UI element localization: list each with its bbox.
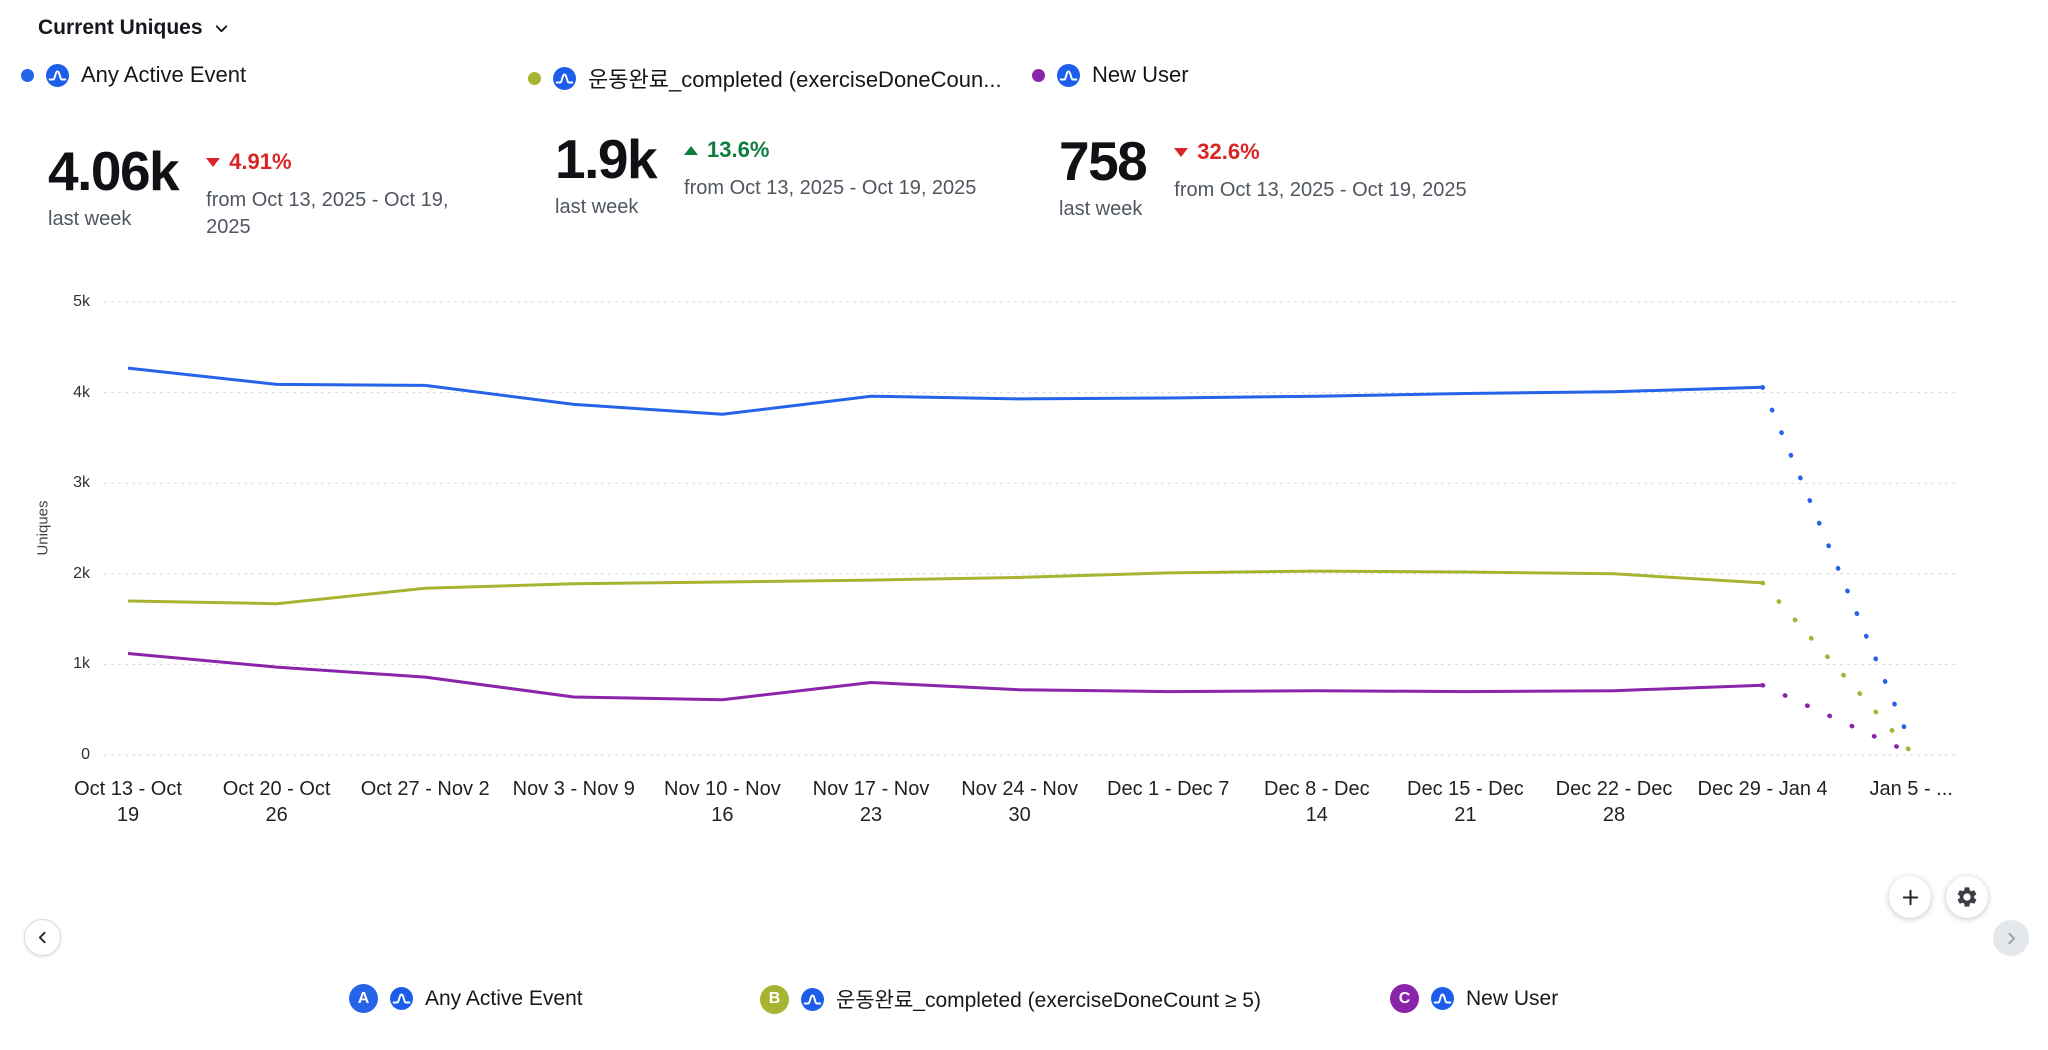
change-percent: 13.6% xyxy=(707,137,770,162)
x-axis-label: Dec 8 - Dec 14 xyxy=(1264,778,1370,827)
series-summary-a: Any Active Event 4.06k last week 4.91% f… xyxy=(21,62,521,241)
series-projection xyxy=(1760,384,1914,747)
legend-label: Any Active Event xyxy=(425,986,583,1010)
metric-caption: last week xyxy=(48,208,132,230)
change-percent: 32.6% xyxy=(1197,139,1260,164)
x-axis-label: Oct 20 - Oct 26 xyxy=(222,778,331,827)
series-line xyxy=(127,569,1763,606)
summary-metrics: 4.06k last week 4.91% from Oct 13, 2025 … xyxy=(21,144,521,241)
chevron-down-icon xyxy=(213,20,230,37)
series-color-dot xyxy=(1032,68,1045,82)
event-icon xyxy=(1431,987,1454,1010)
settings-button[interactable] xyxy=(1946,876,1988,918)
x-axis-labels: Oct 13 - Oct 19 Oct 20 - Oct 26 Oct 27 - N… xyxy=(0,776,2048,846)
change-percent: 4.91% xyxy=(229,149,292,174)
line-chart[interactable] xyxy=(104,301,1959,756)
x-axis-label: Jan 5 - ... xyxy=(1869,778,1953,800)
series-color-dot xyxy=(528,71,541,85)
series-color-dot xyxy=(21,68,34,82)
change-indicator: 13.6% xyxy=(684,137,976,163)
legend-item-a[interactable]: A Any Active Event xyxy=(349,984,583,1013)
change-indicator: 32.6% xyxy=(1174,139,1466,165)
event-icon xyxy=(46,63,69,87)
y-axis-title: Uniques xyxy=(34,500,52,556)
series-projection xyxy=(1760,682,1914,756)
x-axis-label: Nov 24 - Nov 30 xyxy=(961,778,1078,827)
series-label: New User xyxy=(1092,62,1189,87)
triangle-down-icon xyxy=(1174,147,1189,157)
y-axis-tick: 0 xyxy=(81,746,90,763)
comparison-range: from Oct 13, 2025 - Oct 19, 2025 xyxy=(206,189,449,238)
chart-legend: A Any Active Event B 운동완료_completed (exe… xyxy=(0,984,2048,1024)
metric-selector-dropdown[interactable]: Current Uniques xyxy=(38,16,230,40)
event-icon xyxy=(390,987,413,1010)
x-axis-label: Dec 29 - Jan 4 xyxy=(1697,778,1828,800)
x-axis-label: Nov 10 - Nov 16 xyxy=(664,778,781,827)
metric-caption: last week xyxy=(1059,198,1143,220)
series-label: Any Active Event xyxy=(81,62,247,87)
y-axis-tick: 2k xyxy=(73,564,90,582)
x-axis-label: Oct 27 - Nov 2 xyxy=(360,778,490,800)
change-block: 13.6% from Oct 13, 2025 - Oct 19, 2025 xyxy=(684,132,976,202)
legend-letter-badge: A xyxy=(349,984,378,1013)
metric-value: 4.06k xyxy=(48,140,180,202)
chevron-left-icon xyxy=(38,931,46,944)
series-summary-b: 운동완료_completed (exerciseDoneCoun... 1.9k… xyxy=(528,62,1028,219)
y-axis-tick: 4k xyxy=(73,383,90,401)
series-line xyxy=(127,652,1763,702)
summary-metrics: 758 last week 32.6% from Oct 13, 2025 - … xyxy=(1032,134,1652,221)
triangle-down-icon xyxy=(206,157,221,167)
legend-item-c[interactable]: C New User xyxy=(1390,984,1558,1013)
series-header-b[interactable]: 운동완료_completed (exerciseDoneCoun... xyxy=(528,62,1028,94)
comparison-range: from Oct 13, 2025 - Oct 19, 2025 xyxy=(1174,179,1467,201)
y-axis-tick: 5k xyxy=(73,293,90,310)
change-block: 32.6% from Oct 13, 2025 - Oct 19, 2025 xyxy=(1174,134,1467,204)
metric-value: 1.9k xyxy=(555,128,658,190)
series-header-c[interactable]: New User xyxy=(1032,62,1652,88)
x-axis-label: Dec 1 - Dec 7 xyxy=(1107,778,1230,800)
series-header-a[interactable]: Any Active Event xyxy=(21,62,521,88)
series-summary-c: New User 758 last week 32.6% from Oct 13… xyxy=(1032,62,1652,221)
series-label: 운동완료_completed (exerciseDoneCoun... xyxy=(588,67,1002,92)
y-axis-tick: 3k xyxy=(73,474,90,492)
value-block: 758 last week xyxy=(1059,130,1148,221)
comparison-range: from Oct 13, 2025 - Oct 19, 2025 xyxy=(684,177,977,199)
summary-metrics: 1.9k last week 13.6% from Oct 13, 2025 -… xyxy=(528,132,1028,219)
legend-label: 운동완료_completed (exerciseDoneCount ≥ 5) xyxy=(836,989,1261,1012)
next-page-button[interactable] xyxy=(1993,920,2029,956)
value-block: 1.9k last week xyxy=(555,128,658,219)
triangle-up-icon xyxy=(684,145,699,155)
event-icon xyxy=(1057,63,1080,87)
event-icon xyxy=(553,66,576,90)
legend-letter-badge: C xyxy=(1390,984,1419,1013)
series-line xyxy=(127,366,1763,416)
y-axis-tick: 1k xyxy=(73,655,90,673)
legend-label: New User xyxy=(1466,986,1559,1010)
value-block: 4.06k last week xyxy=(48,140,180,231)
metric-value: 758 xyxy=(1059,130,1148,192)
gear-icon xyxy=(1957,887,1977,907)
metric-selector-label: Current Uniques xyxy=(38,16,203,39)
plus-icon xyxy=(1902,889,1918,905)
x-axis-label: Dec 15 - Dec 21 xyxy=(1407,778,1524,827)
x-axis-label: Dec 22 - Dec 28 xyxy=(1555,778,1673,827)
prev-page-button[interactable] xyxy=(24,919,61,956)
legend-item-b[interactable]: B 운동완료_completed (exerciseDoneCount ≥ 5) xyxy=(760,984,1261,1014)
x-axis-label: Nov 17 - Nov 23 xyxy=(812,778,930,827)
change-block: 4.91% from Oct 13, 2025 - Oct 19, 2025 xyxy=(206,144,464,241)
series-projection xyxy=(1760,580,1914,755)
x-axis-label: Oct 13 - Oct 19 xyxy=(74,778,182,827)
event-icon xyxy=(801,987,824,1011)
x-axis-label: Nov 3 - Nov 9 xyxy=(512,778,635,800)
chevron-right-icon xyxy=(2007,932,2015,944)
metric-caption: last week xyxy=(555,196,639,218)
legend-letter-badge: B xyxy=(760,984,789,1014)
change-indicator: 4.91% xyxy=(206,149,464,175)
add-button[interactable] xyxy=(1889,876,1931,918)
